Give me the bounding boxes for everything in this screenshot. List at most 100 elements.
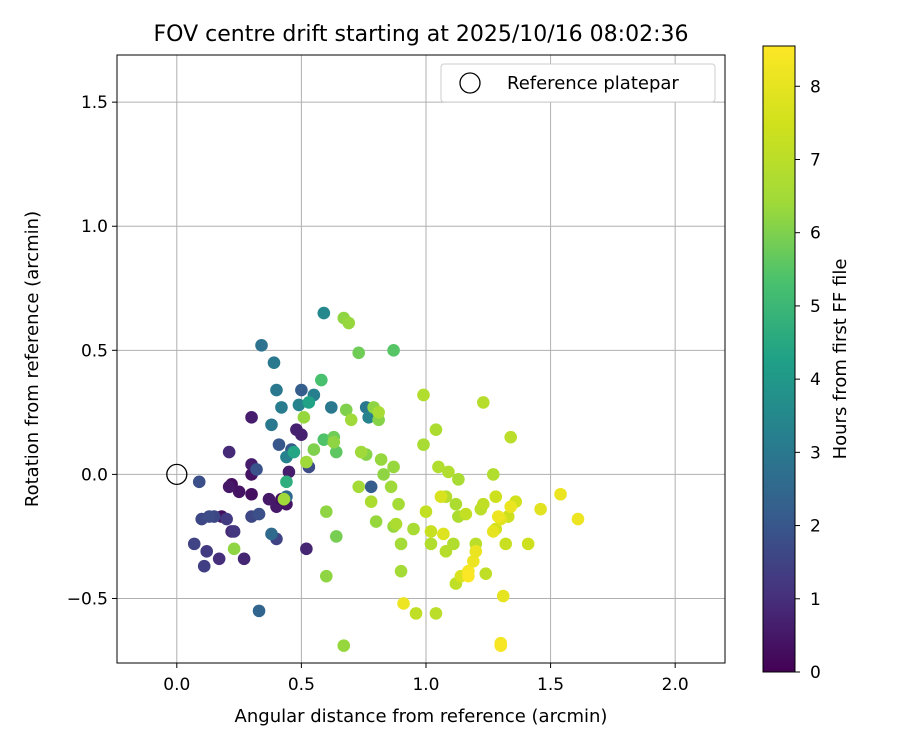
data-point	[392, 497, 405, 511]
y-tick-label: 0.5	[81, 341, 108, 361]
grid	[117, 55, 725, 663]
data-point	[354, 445, 368, 459]
data-point	[252, 604, 266, 618]
data-point	[222, 445, 236, 459]
data-point	[324, 401, 338, 414]
data-point	[320, 569, 333, 583]
data-point	[521, 537, 535, 551]
chart-title: FOV centre drift starting at 2025/10/16 …	[154, 22, 689, 47]
data-point	[270, 383, 283, 397]
y-tick-label: 1.5	[81, 93, 108, 113]
data-point	[227, 542, 241, 556]
data-point	[424, 525, 438, 538]
data-point	[245, 411, 258, 424]
data-point	[409, 607, 423, 620]
data-point	[202, 510, 216, 523]
data-point	[344, 413, 358, 427]
data-point	[337, 639, 351, 652]
data-point	[329, 530, 343, 543]
data-point	[220, 512, 233, 526]
data-point	[494, 639, 508, 652]
data-point	[275, 401, 288, 414]
x-tick-label: 1.5	[537, 675, 564, 695]
data-point	[491, 510, 505, 523]
data-point	[352, 346, 366, 360]
y-tick-label: −0.5	[67, 589, 108, 609]
colorbar-tick-label: 4	[810, 370, 821, 390]
data-point	[462, 569, 475, 583]
data-point	[504, 430, 518, 444]
data-point	[442, 465, 455, 479]
data-point	[292, 398, 306, 412]
data-point	[255, 339, 268, 352]
data-point	[295, 428, 308, 441]
data-point	[277, 492, 291, 506]
y-axis-label: Rotation from reference (arcmin)	[22, 211, 43, 507]
data-point	[317, 306, 331, 320]
data-point	[245, 487, 258, 501]
data-point	[237, 552, 251, 566]
data-point	[272, 438, 286, 451]
data-point	[417, 388, 430, 402]
data-point	[187, 537, 201, 551]
data-point	[452, 473, 465, 486]
data-point	[282, 465, 296, 479]
data-point	[476, 497, 490, 511]
data-point	[265, 418, 278, 432]
data-point	[439, 545, 453, 558]
data-point	[364, 495, 378, 508]
data-point	[352, 480, 366, 494]
data-point	[434, 490, 448, 504]
colorbar-tick-label: 2	[810, 517, 821, 537]
legend-entry-reference: Reference platepar	[507, 73, 679, 94]
data-point	[197, 559, 211, 573]
colorbar-tick-label: 7	[810, 150, 821, 170]
data-point	[476, 396, 490, 409]
data-point	[267, 356, 281, 370]
data-point	[362, 411, 375, 424]
x-tick-label: 1.0	[412, 675, 439, 695]
data-point	[377, 468, 390, 481]
data-point	[499, 537, 513, 551]
x-axis-label: Angular distance from reference (arcmin)	[235, 706, 608, 727]
legend-box	[440, 63, 716, 103]
data-point	[329, 445, 343, 459]
data-point	[374, 453, 388, 466]
data-point	[459, 507, 473, 521]
data-point	[486, 468, 500, 481]
data-point	[407, 522, 420, 536]
data-point	[265, 527, 278, 541]
data-point	[424, 537, 438, 551]
data-point	[222, 480, 236, 494]
data-point	[571, 512, 585, 526]
data-point	[200, 545, 214, 558]
colorbar-tick-label: 0	[810, 663, 821, 683]
x-tick-label: 0.5	[288, 675, 315, 695]
data-point	[227, 525, 241, 538]
data-point	[394, 564, 408, 578]
legend-reference-marker	[459, 72, 481, 94]
data-point	[419, 505, 433, 518]
data-point	[534, 502, 547, 516]
data-point	[342, 316, 356, 330]
x-tick-label: 0.0	[163, 675, 190, 695]
data-point	[297, 411, 311, 424]
reference-platepar-marker	[166, 463, 188, 486]
data-point	[554, 487, 567, 501]
legend: Reference platepar	[440, 63, 716, 103]
colorbar-tick-label: 5	[810, 297, 821, 317]
colorbar-ticks: 0 1 2 3 4 5 6 7 8	[795, 77, 821, 683]
data-point	[417, 438, 430, 451]
x-tick-label: 2.0	[662, 675, 689, 695]
data-point	[384, 480, 398, 494]
colorbar	[762, 45, 796, 673]
data-point	[394, 537, 408, 551]
data-point	[469, 545, 483, 558]
data-point	[437, 527, 450, 541]
data-point	[387, 460, 400, 474]
colorbar-tick-label: 6	[810, 224, 821, 244]
data-point	[467, 554, 480, 568]
data-point	[315, 373, 328, 387]
data-point	[192, 475, 206, 489]
